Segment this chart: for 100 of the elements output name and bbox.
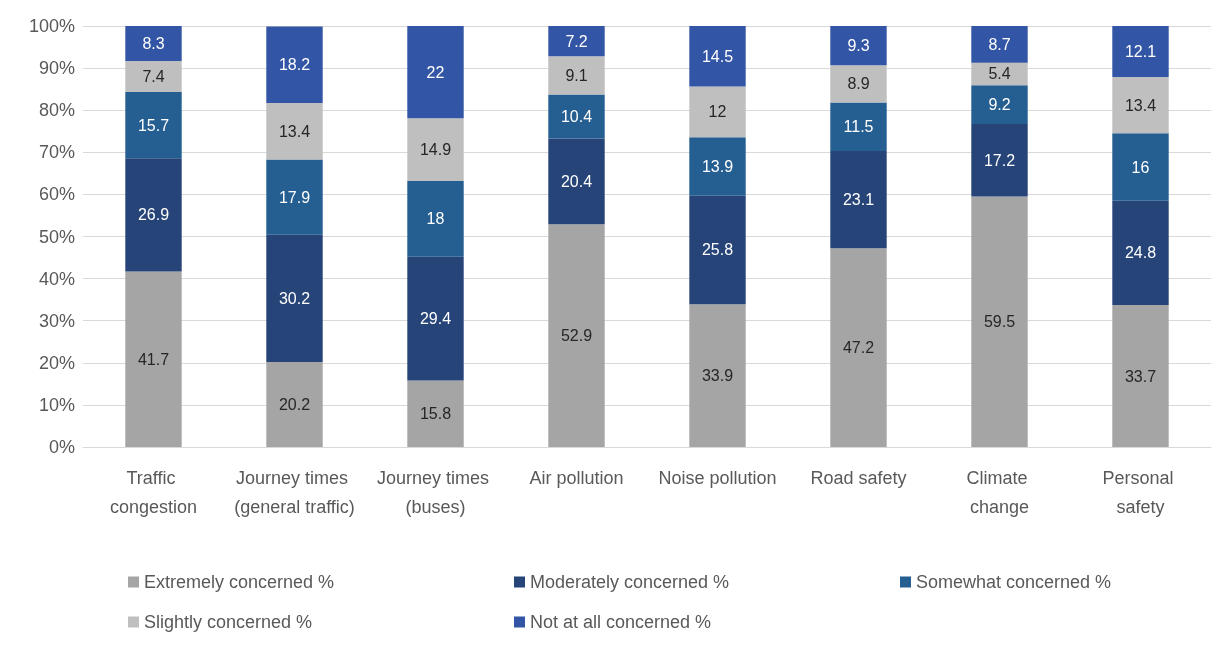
bar — [830, 65, 887, 103]
bar — [971, 85, 1028, 125]
bar — [407, 26, 464, 119]
bar — [1112, 305, 1169, 447]
bar — [407, 256, 464, 381]
bar — [1112, 26, 1169, 77]
y-tick-label: 100% — [28, 16, 75, 36]
bar — [830, 151, 887, 249]
y-tick-label: 70% — [38, 142, 75, 163]
bar — [548, 56, 605, 95]
y-tick-label: 50% — [38, 226, 75, 247]
data-label: 5.4 — [988, 65, 1011, 83]
bar — [689, 86, 746, 138]
data-label: 12 — [708, 103, 727, 121]
data-label: 15.8 — [419, 405, 452, 423]
data-label: 18.2 — [278, 56, 311, 74]
data-label: 8.3 — [142, 34, 165, 52]
data-label: 23.1 — [842, 191, 875, 209]
data-label: 33.7 — [1124, 367, 1157, 385]
data-label: 30.2 — [278, 289, 311, 307]
bar — [266, 234, 323, 362]
y-tick-label: 80% — [38, 100, 75, 121]
data-label: 14.5 — [701, 47, 734, 65]
data-label: 22 — [426, 63, 445, 81]
bar — [830, 26, 887, 66]
data-label: 17.2 — [983, 151, 1016, 169]
data-label: 14.9 — [419, 141, 452, 159]
bar — [689, 137, 746, 196]
bar — [689, 195, 746, 305]
bar — [548, 26, 605, 57]
bar — [830, 102, 887, 152]
data-label: 9.1 — [565, 66, 588, 84]
data-label: 17.9 — [278, 188, 311, 206]
data-label: 52.9 — [560, 327, 593, 345]
legend-label: Slightly concerned % — [144, 612, 313, 632]
data-label: 25.8 — [701, 241, 734, 259]
y-tick-label: 30% — [38, 310, 75, 331]
bar — [407, 180, 464, 257]
data-label: 10.4 — [560, 108, 593, 126]
bar — [266, 361, 323, 447]
y-tick-label: 40% — [38, 268, 75, 289]
data-label: 13.4 — [278, 122, 311, 140]
data-label: 33.9 — [701, 367, 734, 385]
y-tick-label: 90% — [38, 58, 75, 79]
data-label: 47.2 — [842, 339, 875, 357]
bar — [548, 138, 605, 225]
bar — [125, 271, 182, 447]
y-tick-label: 0% — [48, 437, 75, 457]
bar — [971, 124, 1028, 197]
bar — [1112, 133, 1169, 201]
legend-label: Extremely concerned % — [144, 572, 335, 592]
bar — [125, 60, 182, 93]
bar — [266, 159, 323, 235]
x-tick-label: Traffic congestion — [109, 467, 198, 517]
legend-label: Moderately concerned % — [530, 572, 730, 592]
bar — [548, 94, 605, 139]
bar — [407, 380, 464, 447]
data-label: 26.9 — [137, 206, 170, 224]
y-tick-label: 60% — [38, 184, 75, 205]
bar — [689, 304, 746, 447]
data-label: 20.4 — [560, 172, 593, 190]
data-label: 7.4 — [142, 68, 165, 86]
data-label: 8.7 — [988, 35, 1011, 53]
x-tick-label: Personal safety — [1102, 467, 1179, 517]
bar — [971, 26, 1028, 63]
y-tick-label: 10% — [38, 394, 75, 415]
bar — [125, 158, 182, 272]
x-tick-label: Air pollution — [529, 467, 624, 488]
data-label: 9.2 — [988, 96, 1011, 114]
bar — [266, 103, 323, 160]
bar — [1112, 200, 1169, 306]
data-label: 13.9 — [701, 157, 734, 175]
y-tick-label: 20% — [38, 352, 75, 373]
bar — [548, 224, 605, 447]
data-label: 7.2 — [565, 32, 588, 50]
data-label: 9.3 — [847, 37, 870, 55]
bar — [125, 26, 182, 61]
data-label: 20.2 — [278, 395, 311, 413]
x-tick-label: Noise pollution — [658, 467, 777, 488]
data-label: 41.7 — [137, 350, 170, 368]
bar — [1112, 76, 1169, 134]
data-label: 15.7 — [137, 116, 170, 134]
x-tick-label: Journey times (general traffic) — [234, 467, 355, 517]
data-label: 18 — [426, 210, 445, 228]
legend-label: Not at all concerned % — [530, 612, 712, 632]
data-label: 8.9 — [847, 75, 870, 93]
bar — [266, 26, 323, 104]
data-label: 24.8 — [1124, 244, 1157, 262]
data-label: 16 — [1131, 158, 1150, 176]
data-label: 12.1 — [1124, 42, 1157, 60]
bar — [830, 248, 887, 447]
data-label: 11.5 — [843, 118, 874, 136]
bar — [125, 92, 182, 159]
bar — [971, 196, 1028, 447]
data-label: 29.4 — [419, 310, 452, 328]
x-tick-label: Journey times (buses) — [376, 467, 495, 517]
x-tick-label: Road safety — [810, 467, 907, 488]
legend-label: Somewhat concerned % — [916, 572, 1112, 592]
data-label: 59.5 — [983, 313, 1016, 331]
x-tick-label: Climate change — [966, 467, 1033, 517]
